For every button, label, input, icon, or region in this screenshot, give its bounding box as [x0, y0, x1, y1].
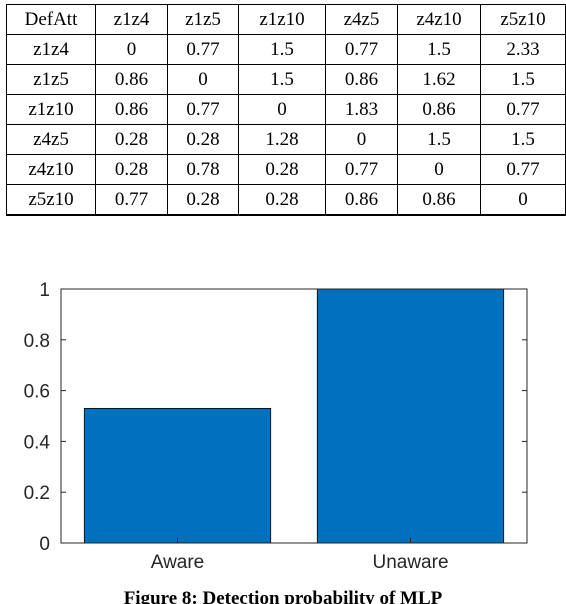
- table-row: z5z10 0.77 0.28 0.28 0.86 0.86 0: [6, 184, 566, 216]
- defatt-matrix-table: DefAtt z1z4 z1z5 z1z10 z4z5 z4z10 z5z10 …: [6, 4, 566, 216]
- table-cell: 0: [167, 64, 239, 95]
- y-tick-label: 0.8: [24, 331, 50, 352]
- table-cell: 1.5: [397, 34, 481, 65]
- table-cell: 0: [480, 184, 566, 216]
- x-tick-label: Aware: [151, 552, 205, 573]
- table-cell: 1.62: [397, 64, 481, 95]
- table-cell: 0.28: [238, 154, 326, 185]
- defatt-table-container: DefAtt z1z4 z1z5 z1z10 z4z5 z4z10 z5z10 …: [6, 4, 566, 216]
- table-cell: 0.86: [397, 94, 481, 125]
- table-cell: 0.28: [95, 154, 168, 185]
- table-cell: 0.77: [167, 34, 239, 65]
- row-label-cell: z1z5: [6, 64, 96, 95]
- table-header-cell: z4z10: [397, 4, 481, 35]
- x-tick-label: Unaware: [372, 552, 448, 573]
- table-cell: 0.77: [480, 154, 566, 185]
- table-cell: 0.86: [95, 64, 168, 95]
- y-axis: 0 0.2 0.4 0.6 0.8 1: [24, 280, 527, 555]
- table-cell: 1.5: [480, 64, 566, 95]
- table-row: z4z5 0.28 0.28 1.28 0 1.5 1.5: [6, 124, 566, 155]
- row-label-cell: z5z10: [6, 184, 96, 216]
- detection-bar-chart: 0 0.2 0.4 0.6 0.8 1 Aware Unaware: [24, 280, 528, 573]
- table-cell: 0.77: [95, 184, 168, 216]
- table-header-row: DefAtt z1z4 z1z5 z1z10 z4z5 z4z10 z5z10: [6, 4, 566, 35]
- table-row: z4z10 0.28 0.78 0.28 0.77 0 0.77: [6, 154, 566, 185]
- table-row: z1z10 0.86 0.77 0 1.83 0.86 0.77: [6, 94, 566, 125]
- detection-chart-container: 0 0.2 0.4 0.6 0.8 1 Aware Unaware: [0, 270, 566, 580]
- row-label-cell: z4z10: [6, 154, 96, 185]
- table-cell: 1.5: [397, 124, 481, 155]
- bar-group: [83, 288, 505, 544]
- table-cell: 0: [397, 154, 481, 185]
- table-cell: 0.77: [480, 94, 566, 125]
- table-cell: 0.77: [167, 94, 239, 125]
- table-cell: 0.28: [167, 184, 239, 216]
- table-row: z1z4 0 0.77 1.5 0.77 1.5 2.33: [6, 34, 566, 65]
- y-tick-label: 0.2: [24, 483, 50, 504]
- table-row: z1z5 0.86 0 1.5 0.86 1.62 1.5: [6, 64, 566, 95]
- table-cell: 0.78: [167, 154, 239, 185]
- table-cell: 0.28: [95, 124, 168, 155]
- table-cell: 0.86: [397, 184, 481, 216]
- y-tick-label: 1: [39, 280, 50, 301]
- table-cell: 0.28: [167, 124, 239, 155]
- table-header-cell: z1z4: [95, 4, 168, 35]
- x-axis: Aware Unaware: [151, 538, 449, 573]
- table-cell: 1.5: [238, 64, 326, 95]
- y-tick-label: 0.4: [24, 432, 51, 453]
- table-cell: 0.86: [95, 94, 168, 125]
- bar-aware: [83, 407, 272, 544]
- table-cell: 1.83: [325, 94, 398, 125]
- table-cell: 0: [325, 124, 398, 155]
- bar-unaware: [316, 288, 505, 544]
- figure-caption: Figure 8: Detection probability of MLP: [123, 588, 443, 604]
- table-header-cell: z5z10: [480, 4, 566, 35]
- row-label-cell: z1z4: [6, 34, 96, 65]
- table-cell: 2.33: [480, 34, 566, 65]
- table-cell: 0: [95, 34, 168, 65]
- y-tick-label: 0.6: [24, 382, 50, 403]
- y-tick-label: 0: [39, 534, 50, 555]
- table-cell: 0.28: [238, 184, 326, 216]
- table-cell: 1.5: [238, 34, 326, 65]
- table-cell: 0.86: [325, 64, 398, 95]
- table-cell: 0.86: [325, 184, 398, 216]
- table-cell: 0.77: [325, 154, 398, 185]
- table-header-cell: z4z5: [325, 4, 398, 35]
- table-header-cell: DefAtt: [6, 4, 96, 35]
- plot-frame: [60, 288, 528, 544]
- table-cell: 1.5: [480, 124, 566, 155]
- row-label-cell: z4z5: [6, 124, 96, 155]
- table-cell: 0.77: [325, 34, 398, 65]
- table-cell: 1.28: [238, 124, 326, 155]
- row-label-cell: z1z10: [6, 94, 96, 125]
- table-header-cell: z1z5: [167, 4, 239, 35]
- table-header-cell: z1z10: [238, 4, 326, 35]
- table-cell: 0: [238, 94, 326, 125]
